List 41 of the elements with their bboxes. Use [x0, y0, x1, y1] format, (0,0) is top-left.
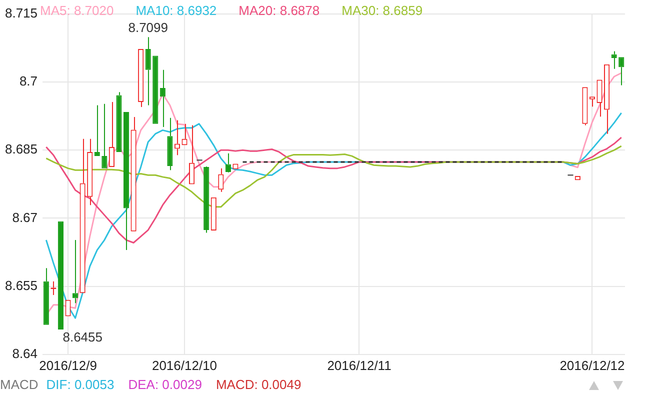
text: MA30: 8.6859 [342, 3, 423, 18]
candlestick [589, 96, 596, 108]
text: DIF: 0.0053 [46, 377, 114, 392]
annotation: 8.6455 [62, 330, 102, 345]
candlestick [218, 168, 224, 192]
annotation: 8.7099 [128, 20, 168, 36]
y-tick-label: 8.7 [19, 74, 38, 89]
candlestick [130, 116, 136, 232]
text: MACD: 0.0049 [216, 377, 302, 392]
candlestick [43, 268, 49, 325]
candlestick [167, 117, 173, 171]
candlestick [94, 104, 100, 156]
candlestick [596, 80, 602, 118]
candlestick [189, 124, 195, 184]
candlestick [604, 64, 610, 134]
candlestick [80, 138, 86, 294]
text: MA20: 8.6878 [238, 3, 320, 18]
candlestick [145, 36, 151, 106]
candlestick [204, 166, 210, 234]
candlestick [618, 57, 624, 86]
y-tick-label: 8.64 [12, 346, 38, 361]
candlestick [108, 102, 114, 167]
candlestick [87, 138, 93, 206]
text: MA5: 8.7020 [40, 3, 114, 18]
candlestick [72, 240, 78, 304]
text: MA10: 8.6932 [136, 3, 217, 18]
candlestick [138, 48, 144, 108]
candlestick [123, 112, 130, 251]
text: DEA: 0.0029 [128, 377, 202, 392]
x-tick-label: 2016/12/11 [327, 358, 392, 373]
y-tick-label: 8.715 [4, 6, 38, 21]
y-tick-label: 8.67 [12, 210, 38, 225]
text: MACD [0, 377, 38, 392]
candlestick [611, 50, 617, 70]
candlestick [116, 92, 122, 152]
x-tick-label: 2016/12/10 [152, 358, 218, 373]
x-tick-label: 2016/12/9 [39, 358, 97, 373]
y-tick-label: 8.655 [4, 278, 38, 293]
candlestick [102, 103, 108, 168]
y-tick-label: 8.685 [4, 142, 38, 157]
x-tick-label: 2016/12/12 [560, 358, 625, 373]
